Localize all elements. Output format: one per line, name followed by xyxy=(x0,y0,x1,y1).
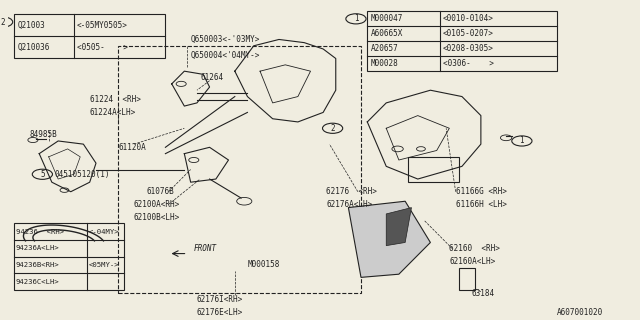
Text: 2: 2 xyxy=(330,124,335,133)
Text: Q21003: Q21003 xyxy=(17,21,45,30)
Text: 62100B<LH>: 62100B<LH> xyxy=(134,212,180,222)
Text: M000047: M000047 xyxy=(371,14,403,23)
Text: <0208-0305>: <0208-0305> xyxy=(443,44,494,53)
Bar xyxy=(367,11,557,71)
Polygon shape xyxy=(386,208,412,246)
Text: M000158: M000158 xyxy=(248,260,280,269)
Text: 94236B<RH>: 94236B<RH> xyxy=(16,262,60,268)
Text: 61166G <RH>: 61166G <RH> xyxy=(456,187,506,196)
Text: 62176  <RH>: 62176 <RH> xyxy=(326,187,377,196)
Bar xyxy=(14,223,124,290)
Text: <0306-    >: <0306- > xyxy=(443,59,494,68)
Text: Q650003<-'03MY>: Q650003<-'03MY> xyxy=(191,35,260,44)
Text: A20657: A20657 xyxy=(371,44,398,53)
Text: <0010-0104>: <0010-0104> xyxy=(443,14,494,23)
Bar xyxy=(408,157,459,182)
Text: 94236A<LH>: 94236A<LH> xyxy=(16,245,60,252)
Text: A60665X: A60665X xyxy=(371,29,403,38)
Text: 1: 1 xyxy=(520,136,524,146)
Text: 62176I<RH>: 62176I<RH> xyxy=(197,295,243,304)
Text: <0505-    >: <0505- > xyxy=(77,43,128,52)
Text: 62100A<RH>: 62100A<RH> xyxy=(134,200,180,209)
Polygon shape xyxy=(348,201,431,277)
Bar xyxy=(459,268,475,290)
Text: 62176E<LH>: 62176E<LH> xyxy=(197,308,243,317)
Text: 045105120(1): 045105120(1) xyxy=(55,170,111,179)
Text: 63184: 63184 xyxy=(472,289,495,298)
Text: 62160  <RH>: 62160 <RH> xyxy=(449,244,500,253)
Text: 62160A<LH>: 62160A<LH> xyxy=(449,257,495,266)
Bar xyxy=(118,46,361,293)
Text: <-04MY>: <-04MY> xyxy=(88,229,119,235)
Text: 61224A<LH>: 61224A<LH> xyxy=(90,108,136,117)
Text: 5: 5 xyxy=(40,170,45,179)
Text: A607001020: A607001020 xyxy=(557,308,603,317)
Text: 94236C<LH>: 94236C<LH> xyxy=(16,279,60,285)
Text: Q650004<'04MY->: Q650004<'04MY-> xyxy=(191,51,260,60)
Text: Q210036: Q210036 xyxy=(17,43,49,52)
Text: <05MY->: <05MY-> xyxy=(88,262,119,268)
Text: 2: 2 xyxy=(0,18,5,27)
Text: <-05MY0505>: <-05MY0505> xyxy=(77,21,128,30)
Text: M00028: M00028 xyxy=(371,59,398,68)
Text: <0105-0207>: <0105-0207> xyxy=(443,29,494,38)
Text: 1: 1 xyxy=(354,14,358,23)
Text: 61076B: 61076B xyxy=(147,187,174,196)
Text: 61264: 61264 xyxy=(200,73,223,82)
Text: FRONT: FRONT xyxy=(194,244,217,253)
Text: 94236  <RH>: 94236 <RH> xyxy=(16,229,64,235)
Bar xyxy=(14,14,165,59)
Text: 61166H <LH>: 61166H <LH> xyxy=(456,200,506,209)
Text: 61120A: 61120A xyxy=(118,143,146,152)
Text: 84985B: 84985B xyxy=(29,130,58,139)
Text: 62176A<LH>: 62176A<LH> xyxy=(326,200,372,209)
Text: 61224  <RH>: 61224 <RH> xyxy=(90,95,141,104)
